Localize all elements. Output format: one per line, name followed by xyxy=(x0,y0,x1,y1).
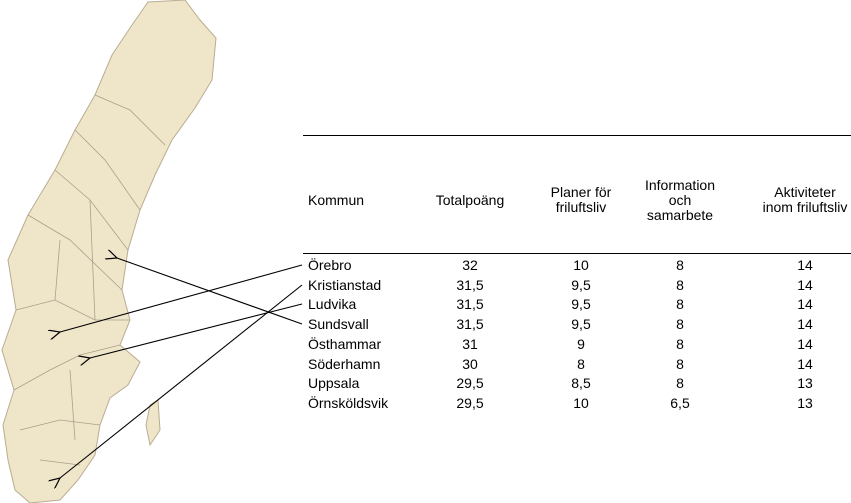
column-header: friluftsliv xyxy=(555,199,607,215)
column-header: Information xyxy=(644,176,716,193)
cell: 9,5 xyxy=(571,296,591,313)
cell: 8 xyxy=(676,355,684,372)
row-label: Uppsala xyxy=(308,375,360,392)
column-header: inom friluftsliv xyxy=(762,199,848,215)
arrow xyxy=(117,258,303,325)
cell: 10 xyxy=(573,257,589,273)
column-header: och xyxy=(668,191,692,208)
row-label: Ludvika xyxy=(308,296,357,313)
row-label: Örnsköldsvik xyxy=(308,394,389,411)
arrow xyxy=(90,303,303,358)
gotland xyxy=(145,399,161,447)
column-header: Kommun xyxy=(308,191,365,208)
cell: 14 xyxy=(797,257,813,273)
cell: 13 xyxy=(797,375,813,392)
cell: 31,5 xyxy=(456,276,484,293)
column-header: Planer för xyxy=(550,184,612,200)
cell: 14 xyxy=(797,355,813,372)
cell: 31,5 xyxy=(456,316,484,333)
region-borders xyxy=(13,94,166,466)
cell: 8 xyxy=(577,355,585,372)
cell: 8 xyxy=(676,335,684,352)
cell: 29,5 xyxy=(456,375,484,392)
cell: 8 xyxy=(676,375,684,392)
cell: 32 xyxy=(462,257,478,273)
row-label: Sundsvall xyxy=(308,316,369,333)
cell: 13 xyxy=(797,394,813,411)
arrow xyxy=(60,264,303,332)
cell: 14 xyxy=(797,335,813,352)
cell: 14 xyxy=(797,276,813,293)
arrow xyxy=(60,284,303,478)
row-label: Östhammar xyxy=(308,335,382,352)
column-header: Totalpoäng xyxy=(435,191,505,208)
cell: 9 xyxy=(577,335,585,352)
cell: 31,5 xyxy=(456,296,484,313)
cell: 9,5 xyxy=(571,276,591,293)
row-label: Kristianstad xyxy=(308,276,382,293)
cell: 8,5 xyxy=(571,375,591,392)
row-label: Söderhamn xyxy=(308,355,381,372)
top-rule xyxy=(303,135,851,136)
cell: 31 xyxy=(462,335,478,352)
cell: 29,5 xyxy=(456,394,484,411)
cell: 8 xyxy=(676,276,684,293)
header-rule xyxy=(303,253,851,254)
cell: 6,5 xyxy=(670,394,690,411)
column-header: Aktiviteter xyxy=(774,184,836,200)
cell: 14 xyxy=(797,296,813,313)
cell: 8 xyxy=(676,296,684,313)
row-label: Örebro xyxy=(308,257,352,273)
cell: 14 xyxy=(797,316,813,333)
cell: 9,5 xyxy=(571,316,591,333)
cell: 30 xyxy=(462,355,478,372)
sweden-shape xyxy=(1,0,217,503)
column-header: samarbete xyxy=(646,206,714,223)
cell: 10 xyxy=(573,394,589,411)
cell: 8 xyxy=(676,316,684,333)
cell: 8 xyxy=(676,257,684,273)
